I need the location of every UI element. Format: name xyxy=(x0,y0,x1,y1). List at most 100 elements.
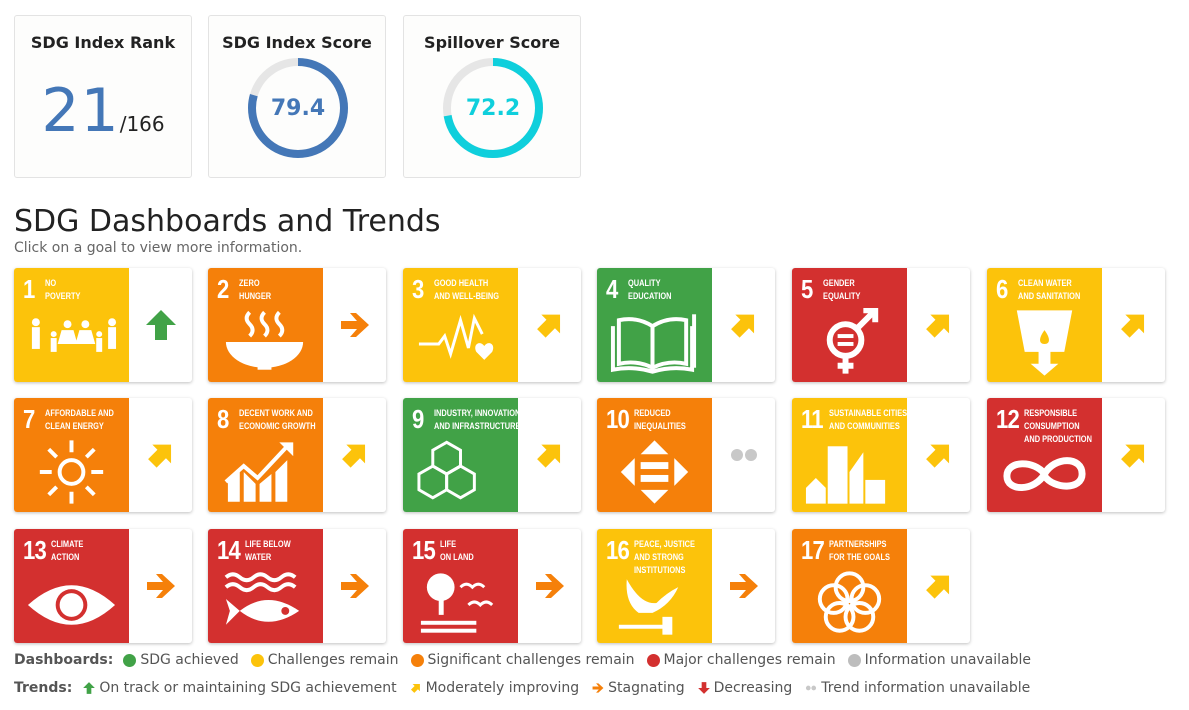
spillover-score-card: Spillover Score 72.2 xyxy=(403,15,581,178)
goal-card-1[interactable]: 1 No Poverty xyxy=(14,268,192,382)
goal-card-11[interactable]: 11 Sustainable Cities and Communities xyxy=(792,398,970,512)
trend-na-icon xyxy=(712,398,775,512)
goal-label-line: Peace, Justice xyxy=(634,539,695,550)
goal-label-line: Action xyxy=(51,552,80,563)
goal-card-10[interactable]: 10 Reduced Inequalities xyxy=(597,398,775,512)
goal-label: Good Health and Well-Being xyxy=(434,277,499,303)
goal-card-12[interactable]: 12 Responsible Consumption and Productio… xyxy=(987,398,1165,512)
goal-card-6[interactable]: 6 Clean Water and Sanitation xyxy=(987,268,1165,382)
trend-right-icon xyxy=(712,529,775,643)
water-glass-icon xyxy=(1016,310,1073,376)
goal-number: 9 xyxy=(412,404,424,434)
goal-tile: 17 Partnerships for the Goals xyxy=(792,529,907,643)
trend-diag-icon xyxy=(1102,268,1165,382)
trend-right-icon xyxy=(129,529,192,643)
goal-card-4[interactable]: 4 Quality Education xyxy=(597,268,775,382)
goal-tile: 2 Zero Hunger xyxy=(208,268,323,382)
goal-tile: 8 Decent Work and Economic Growth xyxy=(208,398,323,512)
trends-legend-items: On track or maintaining SDG achievement M… xyxy=(82,680,1042,696)
goal-number: 4 xyxy=(606,274,618,304)
goal-tile: 13 Climate Action xyxy=(14,529,129,643)
goal-label: Reduced Inequalities xyxy=(634,407,686,433)
section-subtitle: Click on a goal to view more information… xyxy=(14,240,303,256)
goal-label-line: Decent Work and xyxy=(239,408,313,419)
goal-label-line: Clean Water xyxy=(1018,278,1072,289)
index-score-card: SDG Index Score 79.4 xyxy=(208,15,386,178)
goal-label: Peace, Justice and Strong Institutions xyxy=(634,538,695,577)
trend-diag-icon xyxy=(907,529,970,643)
goal-tile: 11 Sustainable Cities and Communities xyxy=(792,398,907,512)
goal-card-13[interactable]: 13 Climate Action xyxy=(14,529,192,643)
goal-label-line: Responsible xyxy=(1024,408,1078,419)
trend-right-icon xyxy=(323,529,386,643)
eye-globe-icon xyxy=(27,585,116,625)
trend-diag-icon xyxy=(323,398,386,512)
tree-birds-icon xyxy=(420,573,494,633)
trend-diag-icon xyxy=(712,268,775,382)
goal-number: 2 xyxy=(217,274,229,304)
goal-label-line: No xyxy=(45,278,57,289)
goal-label-line: and Infrastructure xyxy=(434,421,521,432)
trend-diag-icon xyxy=(907,268,970,382)
goal-label-line: Partnerships xyxy=(829,539,887,550)
goal-number: 17 xyxy=(801,535,825,565)
rank-value: 21 xyxy=(41,76,120,146)
rank-total: /166 xyxy=(119,112,165,136)
trend-legend-item: On track or maintaining SDG achievement xyxy=(82,680,397,696)
goal-card-17[interactable]: 17 Partnerships for the Goals xyxy=(792,529,970,643)
sun-power-icon xyxy=(39,440,104,504)
goal-label-line: Affordable and xyxy=(45,408,114,419)
goal-label-line: on Land xyxy=(440,552,474,563)
goal-label-line: Inequalities xyxy=(634,421,686,432)
goal-label-line: and Strong xyxy=(634,552,684,563)
goal-card-16[interactable]: 16 Peace, Justice and Strong Institution… xyxy=(597,529,775,643)
city-icon xyxy=(805,446,886,504)
goal-label-line: Consumption xyxy=(1024,421,1080,432)
goal-label: Zero Hunger xyxy=(239,277,271,303)
goal-tile: 14 Life Below Water xyxy=(208,529,323,643)
trend-legend-item: Stagnating xyxy=(591,680,685,696)
goal-label-line: for the Goals xyxy=(829,552,890,563)
goal-label-line: Water xyxy=(245,552,272,563)
spillover-score-title: Spillover Score xyxy=(424,33,560,52)
trend-up-icon xyxy=(82,681,96,695)
goal-label-line: Reduced xyxy=(634,408,671,419)
bowl-icon xyxy=(225,310,304,370)
legend-label: Significant challenges remain xyxy=(427,652,635,668)
spillover-score-value: 72.2 xyxy=(465,95,521,121)
rank-value-wrap: 21/166 xyxy=(15,76,191,146)
goal-card-3[interactable]: 3 Good Health and Well-Being xyxy=(403,268,581,382)
rank-card: SDG Index Rank 21/166 xyxy=(14,15,192,178)
goal-card-5[interactable]: 5 Gender Equality xyxy=(792,268,970,382)
goal-card-8[interactable]: 8 Decent Work and Economic Growth xyxy=(208,398,386,512)
spillover-score-ring xyxy=(443,58,543,158)
status-dot-icon xyxy=(123,653,137,667)
goal-number: 16 xyxy=(606,535,630,565)
goal-label: Life on Land xyxy=(440,538,474,564)
goal-label: Decent Work and Economic Growth xyxy=(239,407,316,433)
goal-card-9[interactable]: 9 Industry, Innovation and Infrastructur… xyxy=(403,398,581,512)
trend-up-icon xyxy=(129,268,192,382)
goal-tile: 4 Quality Education xyxy=(597,268,712,382)
section-title: SDG Dashboards and Trends xyxy=(14,204,441,239)
goal-number: 5 xyxy=(801,274,813,304)
legend-label: Moderately improving xyxy=(425,680,580,696)
goal-card-14[interactable]: 14 Life Below Water xyxy=(208,529,386,643)
trend-diag-icon xyxy=(1102,398,1165,512)
goal-number: 8 xyxy=(217,404,229,434)
goal-label-line: Sustainable Cities xyxy=(829,408,908,419)
goal-label: Partnerships for the Goals xyxy=(829,538,890,564)
goal-card-15[interactable]: 15 Life on Land xyxy=(403,529,581,643)
trend-legend-item: Moderately improving xyxy=(409,680,580,696)
goal-label-line: Education xyxy=(628,291,672,302)
dove-gavel-icon xyxy=(618,579,679,635)
legend-label: On track or maintaining SDG achievement xyxy=(99,680,397,696)
trend-diag-icon xyxy=(129,398,192,512)
goal-card-7[interactable]: 7 Affordable and Clean Energy xyxy=(14,398,192,512)
goal-card-2[interactable]: 2 Zero Hunger xyxy=(208,268,386,382)
legend-label: Challenges remain xyxy=(267,652,399,668)
goal-label-line: Institutions xyxy=(634,565,686,576)
rings-icon xyxy=(817,571,882,633)
goal-label: Industry, Innovation and Infrastructure xyxy=(434,407,520,433)
trend-legend-item: Decreasing xyxy=(697,680,792,696)
